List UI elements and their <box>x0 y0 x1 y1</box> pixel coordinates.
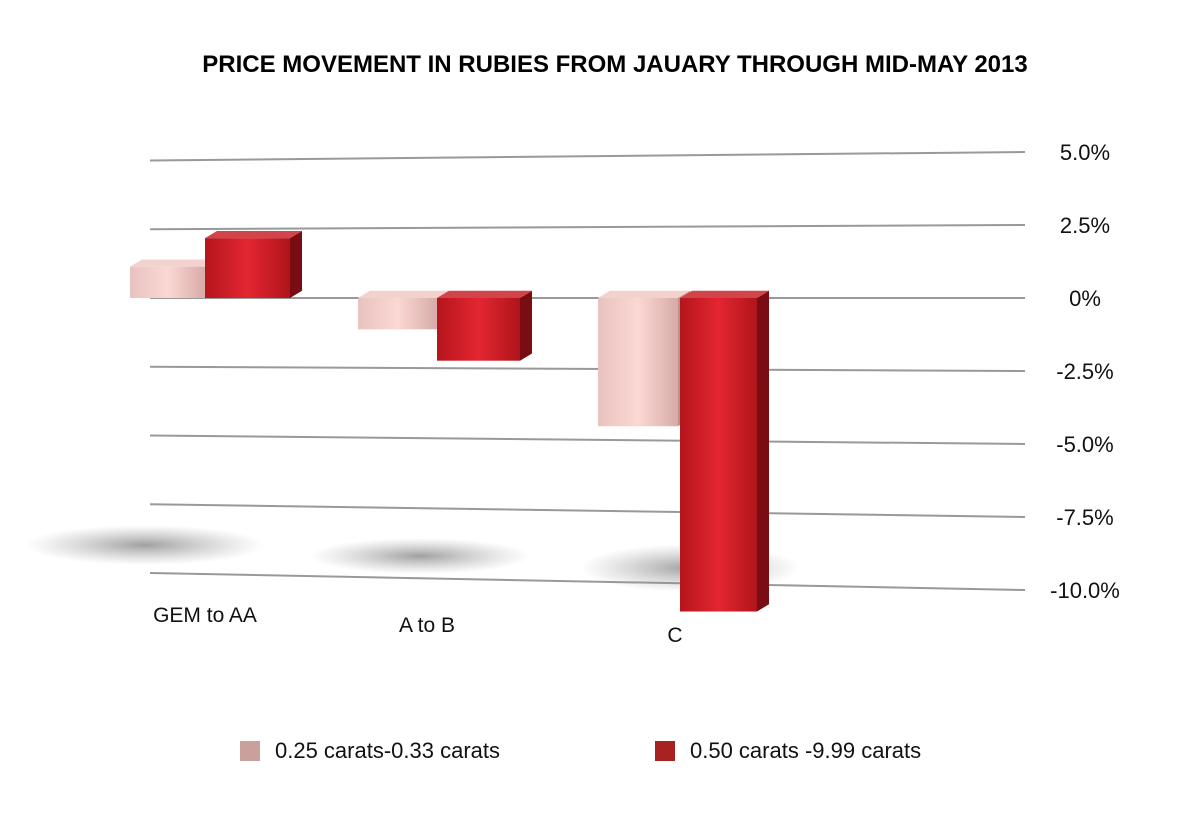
bar-side <box>757 290 769 612</box>
y-tick-label: -10.0% <box>1050 578 1120 603</box>
bar-top <box>358 290 449 298</box>
bar-top <box>130 259 217 267</box>
bar-top <box>598 290 690 298</box>
y-tick-label: 0% <box>1069 286 1101 311</box>
bar-top <box>680 290 769 298</box>
legend-label: 0.25 carats-0.33 carats <box>275 738 500 763</box>
y-tick-label: 2.5% <box>1060 213 1110 238</box>
bar-top <box>437 290 532 298</box>
bar <box>130 266 205 298</box>
y-tick-label: -5.0% <box>1056 432 1113 457</box>
bar-top <box>205 230 302 239</box>
gridline <box>149 151 1026 162</box>
legend-label: 0.50 carats -9.99 carats <box>690 738 921 763</box>
gridline <box>149 572 1026 591</box>
x-tick-label: A to B <box>399 614 455 637</box>
x-tick-label: C <box>667 624 682 647</box>
bar-side <box>290 230 302 298</box>
gridline <box>149 224 1026 231</box>
bar <box>437 298 520 361</box>
gridline <box>149 434 1026 445</box>
gridline <box>149 503 1026 518</box>
gridline <box>149 365 1026 372</box>
bar-shadow <box>310 538 530 574</box>
chart-title: PRICE MOVEMENT IN RUBIES FROM JAUARY THR… <box>202 51 1027 78</box>
bar-shadow <box>25 525 265 565</box>
legend-swatch <box>240 741 260 761</box>
y-tick-label: 5.0% <box>1060 140 1110 165</box>
bar <box>598 298 678 427</box>
legend-swatch <box>655 741 675 761</box>
y-tick-label: -2.5% <box>1056 359 1113 384</box>
y-tick-label: -7.5% <box>1056 505 1113 530</box>
x-tick-label: GEM to AA <box>153 604 257 627</box>
bar-side <box>520 290 532 361</box>
bar <box>205 238 290 298</box>
bar <box>680 298 757 612</box>
bar <box>358 298 437 330</box>
